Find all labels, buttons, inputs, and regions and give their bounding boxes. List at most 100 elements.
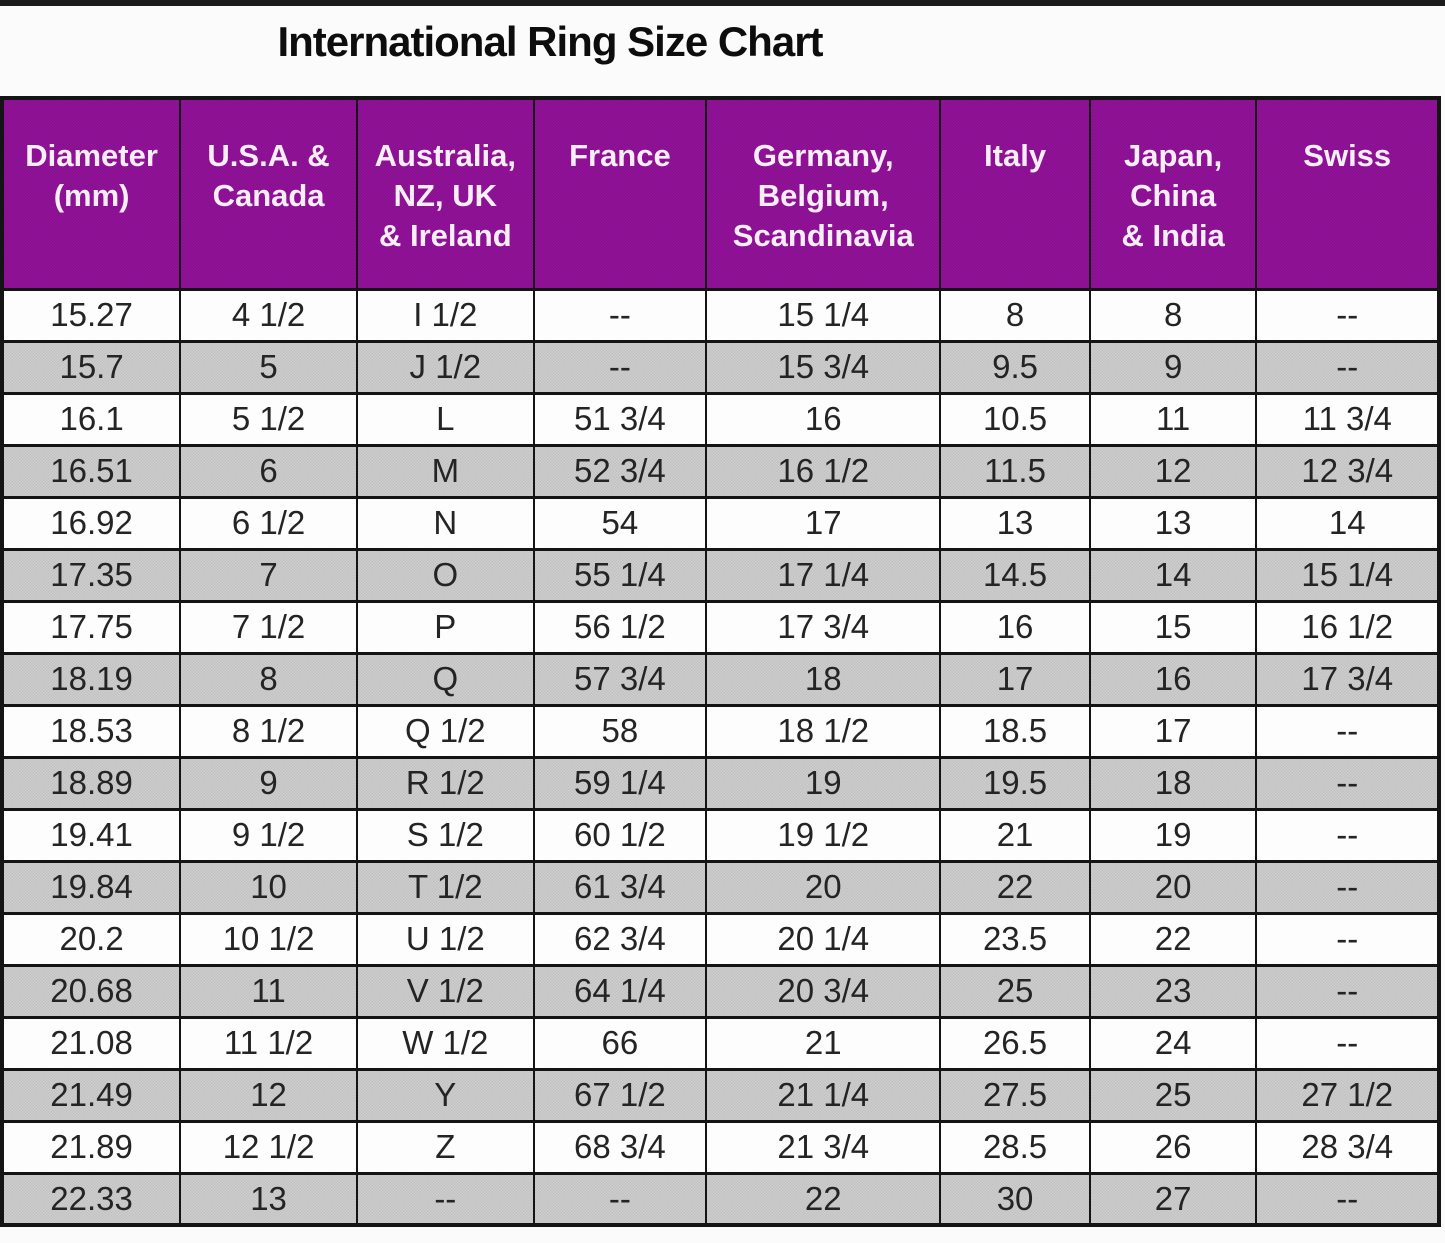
cell-swiss: -- (1255, 339, 1440, 395)
cell-swiss: -- (1255, 963, 1440, 1019)
cell-germany-belgium-scandinavia: 17 3/4 (705, 599, 942, 655)
column-header-line: Canada (212, 178, 325, 214)
cell-germany-belgium-scandinavia: 19 1/2 (705, 807, 942, 863)
cell-germany-belgium-scandinavia: 20 3/4 (705, 963, 942, 1019)
cell-swiss: 11 3/4 (1255, 391, 1440, 447)
column-header-line: NZ, UK (393, 178, 497, 214)
cell-usa-canada: 5 1/2 (179, 391, 358, 447)
cell-usa-canada: 10 (179, 859, 358, 915)
cell-japan-china-india: 17 (1088, 703, 1258, 759)
column-header-usa-canada: U.S.A. & Canada (179, 96, 358, 291)
column-header-australia-nz-uk-ireland: Australia, NZ, UK & Ireland (355, 96, 535, 291)
table-row: 18.89 9 R 1/2 59 1/4 19 19.5 18 -- (0, 755, 1440, 811)
top-divider-bar (0, 0, 1445, 6)
cell-australia-nz-uk-ireland: U 1/2 (355, 911, 535, 967)
cell-usa-canada: 6 (179, 443, 358, 499)
table-row: 22.33 13 -- -- 22 30 27 -- (0, 1171, 1440, 1227)
cell-diameter-mm: 15.27 (0, 287, 182, 343)
cell-usa-canada: 10 1/2 (179, 911, 358, 967)
column-header-line: Italy (984, 138, 1047, 174)
cell-italy: 17 (939, 651, 1091, 707)
cell-diameter-mm: 17.75 (0, 599, 182, 655)
cell-france: -- (532, 287, 708, 343)
cell-italy: 23.5 (939, 911, 1091, 967)
column-header-japan-china-india: Japan, China & India (1088, 96, 1258, 291)
header-row: Diameter (mm) U.S.A. & Canada Australia, NZ, … (0, 96, 1440, 291)
cell-japan-china-india: 22 (1088, 911, 1258, 967)
cell-germany-belgium-scandinavia: 22 (705, 1171, 942, 1227)
cell-japan-china-india: 16 (1088, 651, 1258, 707)
column-header-line: (mm) (53, 178, 130, 214)
cell-diameter-mm: 19.84 (0, 859, 182, 915)
table-row: 21.89 12 1/2 Z 68 3/4 21 3/4 28.5 26 28 3/4 (0, 1119, 1440, 1175)
cell-japan-china-india: 18 (1088, 755, 1258, 811)
cell-swiss: -- (1255, 807, 1440, 863)
column-header-france: France (532, 96, 708, 291)
cell-france: 61 3/4 (532, 859, 708, 915)
cell-swiss: 16 1/2 (1255, 599, 1440, 655)
cell-swiss: -- (1255, 755, 1440, 811)
cell-france: 66 (532, 1015, 708, 1071)
cell-swiss: -- (1255, 287, 1440, 343)
table-row: 17.75 7 1/2 P 56 1/2 17 3/4 16 15 16 1/2 (0, 599, 1440, 655)
cell-japan-china-india: 8 (1088, 287, 1258, 343)
cell-italy: 18.5 (939, 703, 1091, 759)
cell-diameter-mm: 21.89 (0, 1119, 182, 1175)
cell-australia-nz-uk-ireland: S 1/2 (355, 807, 535, 863)
cell-germany-belgium-scandinavia: 19 (705, 755, 942, 811)
cell-australia-nz-uk-ireland: O (355, 547, 535, 603)
cell-diameter-mm: 16.1 (0, 391, 182, 447)
cell-france: 52 3/4 (532, 443, 708, 499)
cell-italy: 9.5 (939, 339, 1091, 395)
cell-japan-china-india: 11 (1088, 391, 1258, 447)
page-title: International Ring Size Chart (277, 18, 823, 65)
column-header-germany-belgium-scandinavia: Germany, Belgium, Scandinavia (705, 96, 942, 291)
cell-italy: 10.5 (939, 391, 1091, 447)
cell-japan-china-india: 20 (1088, 859, 1258, 915)
cell-diameter-mm: 21.49 (0, 1067, 182, 1123)
column-header-line: Australia, (374, 138, 516, 174)
cell-france: 59 1/4 (532, 755, 708, 811)
table-row: 16.1 5 1/2 L 51 3/4 16 10.5 11 11 3/4 (0, 391, 1440, 447)
table-row: 18.53 8 1/2 Q 1/2 58 18 1/2 18.5 17 -- (0, 703, 1440, 759)
cell-france: 64 1/4 (532, 963, 708, 1019)
column-header-line: Scandinavia (732, 218, 914, 254)
cell-japan-china-india: 27 (1088, 1171, 1258, 1227)
column-header-line: U.S.A. & (207, 138, 330, 174)
cell-diameter-mm: 15.7 (0, 339, 182, 395)
cell-diameter-mm: 22.33 (0, 1171, 182, 1227)
cell-japan-china-india: 24 (1088, 1015, 1258, 1071)
cell-italy: 16 (939, 599, 1091, 655)
cell-italy: 21 (939, 807, 1091, 863)
cell-usa-canada: 8 1/2 (179, 703, 358, 759)
cell-france: 60 1/2 (532, 807, 708, 863)
column-header-line: Belgium, (757, 178, 889, 214)
cell-japan-china-india: 9 (1088, 339, 1258, 395)
cell-italy: 11.5 (939, 443, 1091, 499)
cell-australia-nz-uk-ireland: P (355, 599, 535, 655)
cell-australia-nz-uk-ireland: Y (355, 1067, 535, 1123)
cell-usa-canada: 8 (179, 651, 358, 707)
cell-italy: 25 (939, 963, 1091, 1019)
table-row: 21.08 11 1/2 W 1/2 66 21 26.5 24 -- (0, 1015, 1440, 1071)
cell-usa-canada: 11 1/2 (179, 1015, 358, 1071)
cell-france: 56 1/2 (532, 599, 708, 655)
cell-germany-belgium-scandinavia: 21 1/4 (705, 1067, 942, 1123)
cell-australia-nz-uk-ireland: L (355, 391, 535, 447)
cell-diameter-mm: 20.2 (0, 911, 182, 967)
cell-japan-china-india: 13 (1088, 495, 1258, 551)
table-row: 16.51 6 M 52 3/4 16 1/2 11.5 12 12 3/4 (0, 443, 1440, 499)
cell-usa-canada: 7 (179, 547, 358, 603)
cell-usa-canada: 5 (179, 339, 358, 395)
table-row: 19.41 9 1/2 S 1/2 60 1/2 19 1/2 21 19 -- (0, 807, 1440, 863)
cell-usa-canada: 11 (179, 963, 358, 1019)
cell-italy: 13 (939, 495, 1091, 551)
cell-france: 51 3/4 (532, 391, 708, 447)
cell-germany-belgium-scandinavia: 21 3/4 (705, 1119, 942, 1175)
cell-australia-nz-uk-ireland: R 1/2 (355, 755, 535, 811)
cell-germany-belgium-scandinavia: 15 1/4 (705, 287, 942, 343)
cell-swiss: -- (1255, 911, 1440, 967)
column-header-line: Germany, (752, 138, 894, 174)
cell-australia-nz-uk-ireland: N (355, 495, 535, 551)
cell-germany-belgium-scandinavia: 15 3/4 (705, 339, 942, 395)
